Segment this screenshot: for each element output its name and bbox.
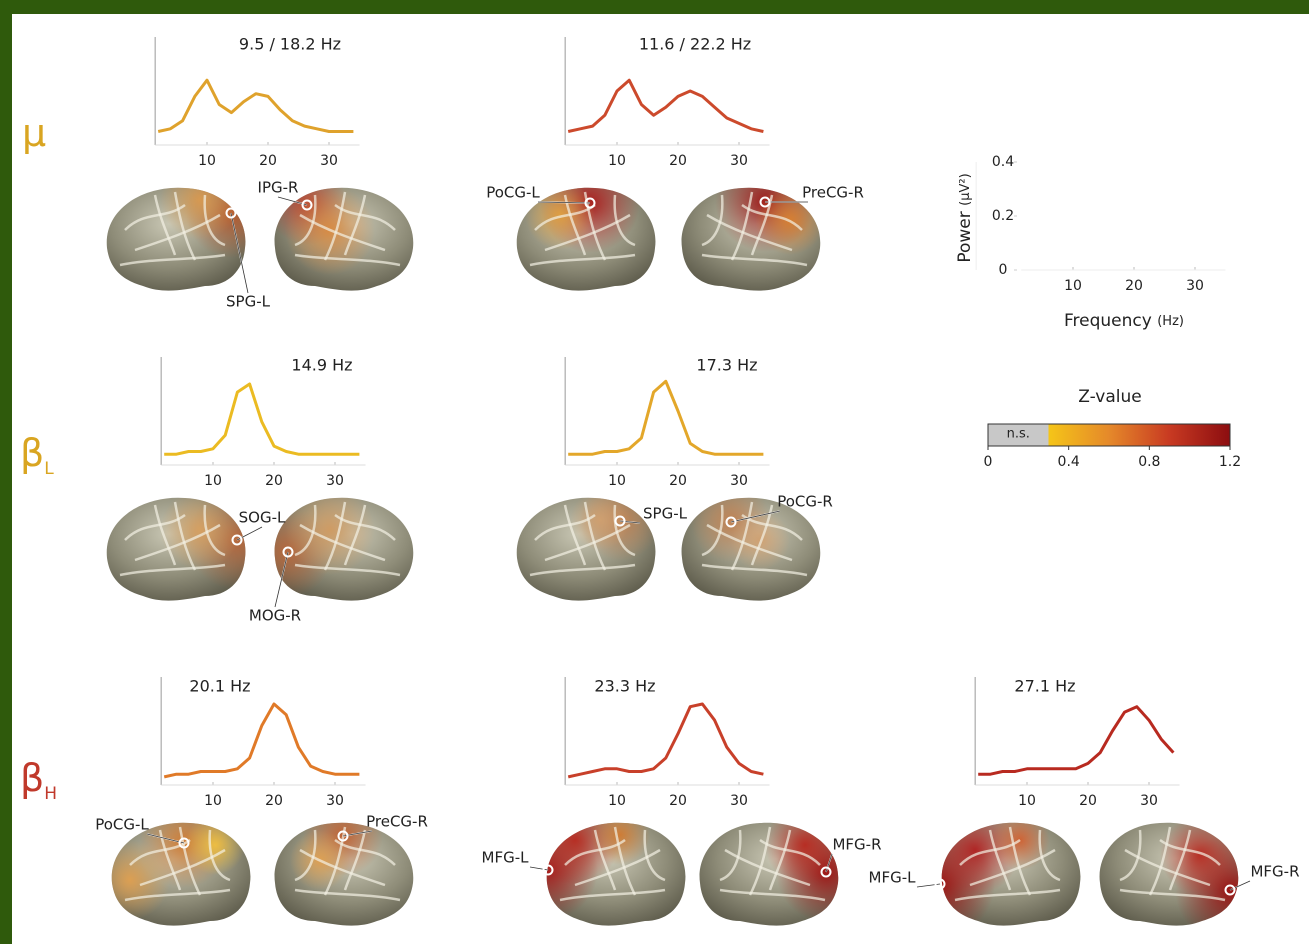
row-label: μ xyxy=(22,111,46,155)
chart-title: 9.5 / 18.2 Hz xyxy=(239,35,341,54)
row-symbol: β xyxy=(20,431,44,475)
x-tick-label: 30 xyxy=(730,793,748,809)
colorbar-tick-label: 1.2 xyxy=(1219,454,1241,470)
x-tick-label: 10 xyxy=(204,473,222,489)
chart-title: 14.9 Hz xyxy=(291,356,352,375)
x-tick-label: 10 xyxy=(608,153,626,169)
x-tick-label: 20 xyxy=(669,153,687,169)
x-label-text: Frequency xyxy=(1064,311,1152,331)
chart-title: 23.3 Hz xyxy=(594,677,655,696)
colorbar-tick-label: 0 xyxy=(984,454,993,470)
y-tick-label: 0.4 xyxy=(992,154,1014,170)
x-tick-label: 30 xyxy=(1140,793,1158,809)
region-label: PreCG-R xyxy=(366,813,428,831)
x-tick-label: 20 xyxy=(259,153,277,169)
chart-title: 27.1 Hz xyxy=(1014,677,1075,696)
y-label-text: Power xyxy=(955,211,975,262)
x-tick-label: 30 xyxy=(730,153,748,169)
region-label: SPG-L xyxy=(226,293,271,311)
x-tick-label: 20 xyxy=(265,473,283,489)
x-tick-label: 30 xyxy=(1186,278,1204,294)
page: μβLβHIPG-RSPG-LPoCG-LPreCG-RSOG-LMOG-RSP… xyxy=(0,0,1309,944)
row-subscript: L xyxy=(44,459,54,479)
region-label: MFG-R xyxy=(1250,863,1299,881)
x-tick-label: 20 xyxy=(1125,278,1143,294)
region-label: PoCG-R xyxy=(777,493,833,511)
chart-title: 17.3 Hz xyxy=(696,356,757,375)
ns-label: n.s. xyxy=(1007,427,1030,442)
y-tick-label: 0.2 xyxy=(992,208,1014,224)
x-tick-label: 30 xyxy=(320,153,338,169)
row-symbol: β xyxy=(20,756,44,800)
figure: μβLβHIPG-RSPG-LPoCG-LPreCG-RSOG-LMOG-RSP… xyxy=(0,0,1309,944)
x-tick-label: 30 xyxy=(326,793,344,809)
region-label: SPG-L xyxy=(643,505,688,523)
x-tick-label: 10 xyxy=(198,153,216,169)
x-tick-label: 10 xyxy=(204,793,222,809)
x-label-unit: (Hz) xyxy=(1157,314,1184,329)
region-label: SOG-L xyxy=(239,509,286,527)
x-tick-label: 20 xyxy=(265,793,283,809)
region-label: MFG-R xyxy=(832,836,881,854)
y-axis-label: Power (µV²) xyxy=(955,173,975,262)
x-tick-label: 10 xyxy=(1018,793,1036,809)
x-tick-label: 10 xyxy=(1064,278,1082,294)
region-label: MFG-L xyxy=(482,849,530,867)
region-label: PoCG-L xyxy=(486,184,540,202)
colorbar-tick-label: 0.8 xyxy=(1138,454,1160,470)
x-tick-label: 20 xyxy=(1079,793,1097,809)
region-label: PreCG-R xyxy=(802,184,864,202)
x-tick-label: 20 xyxy=(669,473,687,489)
x-tick-label: 30 xyxy=(730,473,748,489)
x-tick-label: 10 xyxy=(608,473,626,489)
row-subscript: H xyxy=(44,784,57,804)
chart-title: 11.6 / 22.2 Hz xyxy=(639,35,751,54)
region-label: IPG-R xyxy=(258,179,299,197)
colorbar-tick-label: 0.4 xyxy=(1058,454,1080,470)
chart-title: 20.1 Hz xyxy=(189,677,250,696)
region-label: MOG-R xyxy=(249,607,301,625)
x-tick-label: 20 xyxy=(669,793,687,809)
y-tick-label: 0 xyxy=(999,262,1008,278)
x-axis-label: Frequency (Hz) xyxy=(1064,311,1184,331)
colorbar-title: Z-value xyxy=(1078,387,1141,407)
x-tick-label: 30 xyxy=(326,473,344,489)
y-label-unit: (µV²) xyxy=(958,173,973,206)
colorbar-gradient xyxy=(1049,424,1231,446)
row-symbol: μ xyxy=(22,111,46,155)
region-label: PoCG-L xyxy=(95,816,149,834)
x-tick-label: 10 xyxy=(608,793,626,809)
region-label: MFG-L xyxy=(869,869,917,887)
